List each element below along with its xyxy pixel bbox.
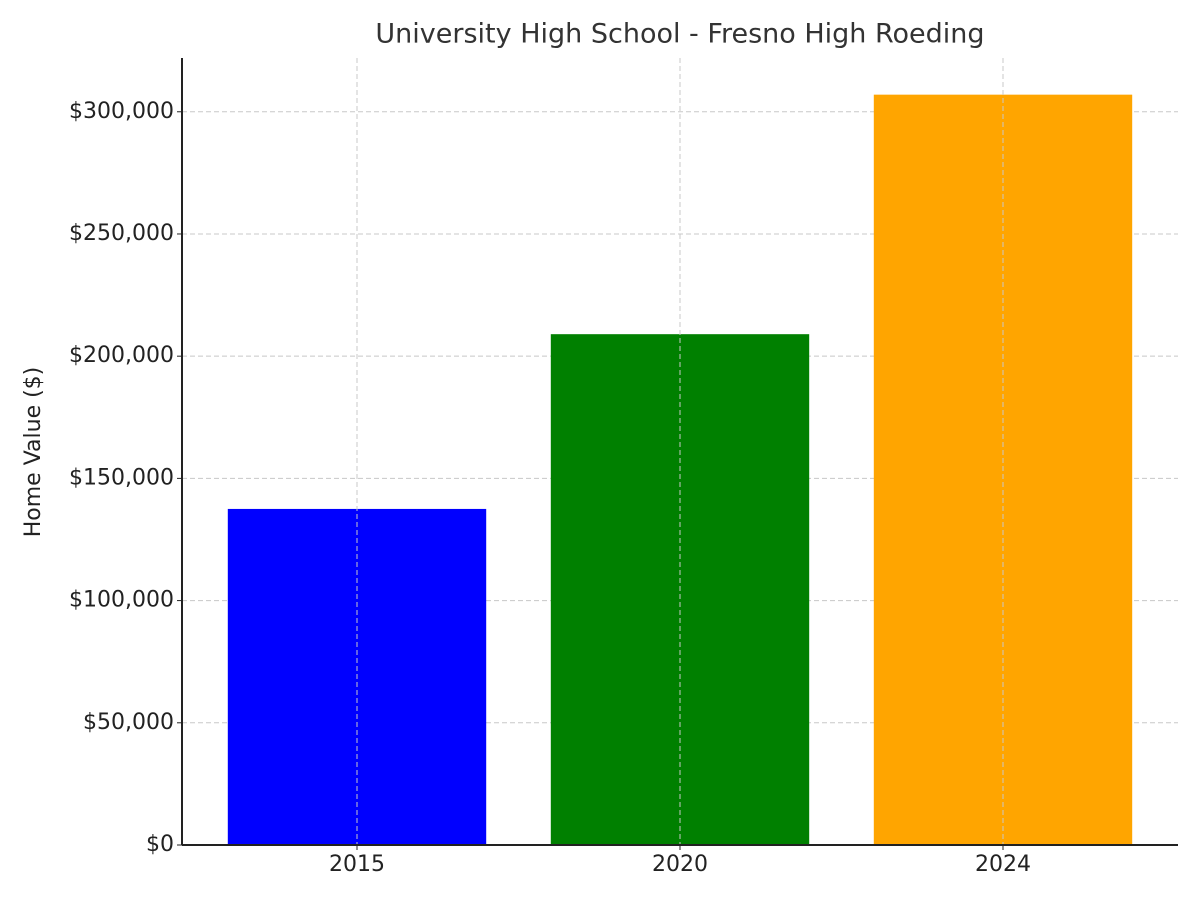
- y-tick-label: $250,000: [69, 221, 174, 246]
- y-tick-label: $150,000: [69, 465, 174, 490]
- y-tick-label: $200,000: [69, 343, 174, 368]
- y-tick-label: $100,000: [69, 588, 174, 613]
- x-tick-label: 2020: [652, 852, 708, 877]
- y-tick-label: $0: [146, 832, 174, 857]
- y-tick-label: $300,000: [69, 99, 174, 124]
- y-tick-label: $50,000: [83, 710, 174, 735]
- x-tick-label: 2024: [975, 852, 1031, 877]
- y-axis-label: Home Value ($): [21, 367, 46, 538]
- x-tick-label: 2015: [329, 852, 385, 877]
- chart-title: University High School - Fresno High Roe…: [375, 19, 984, 50]
